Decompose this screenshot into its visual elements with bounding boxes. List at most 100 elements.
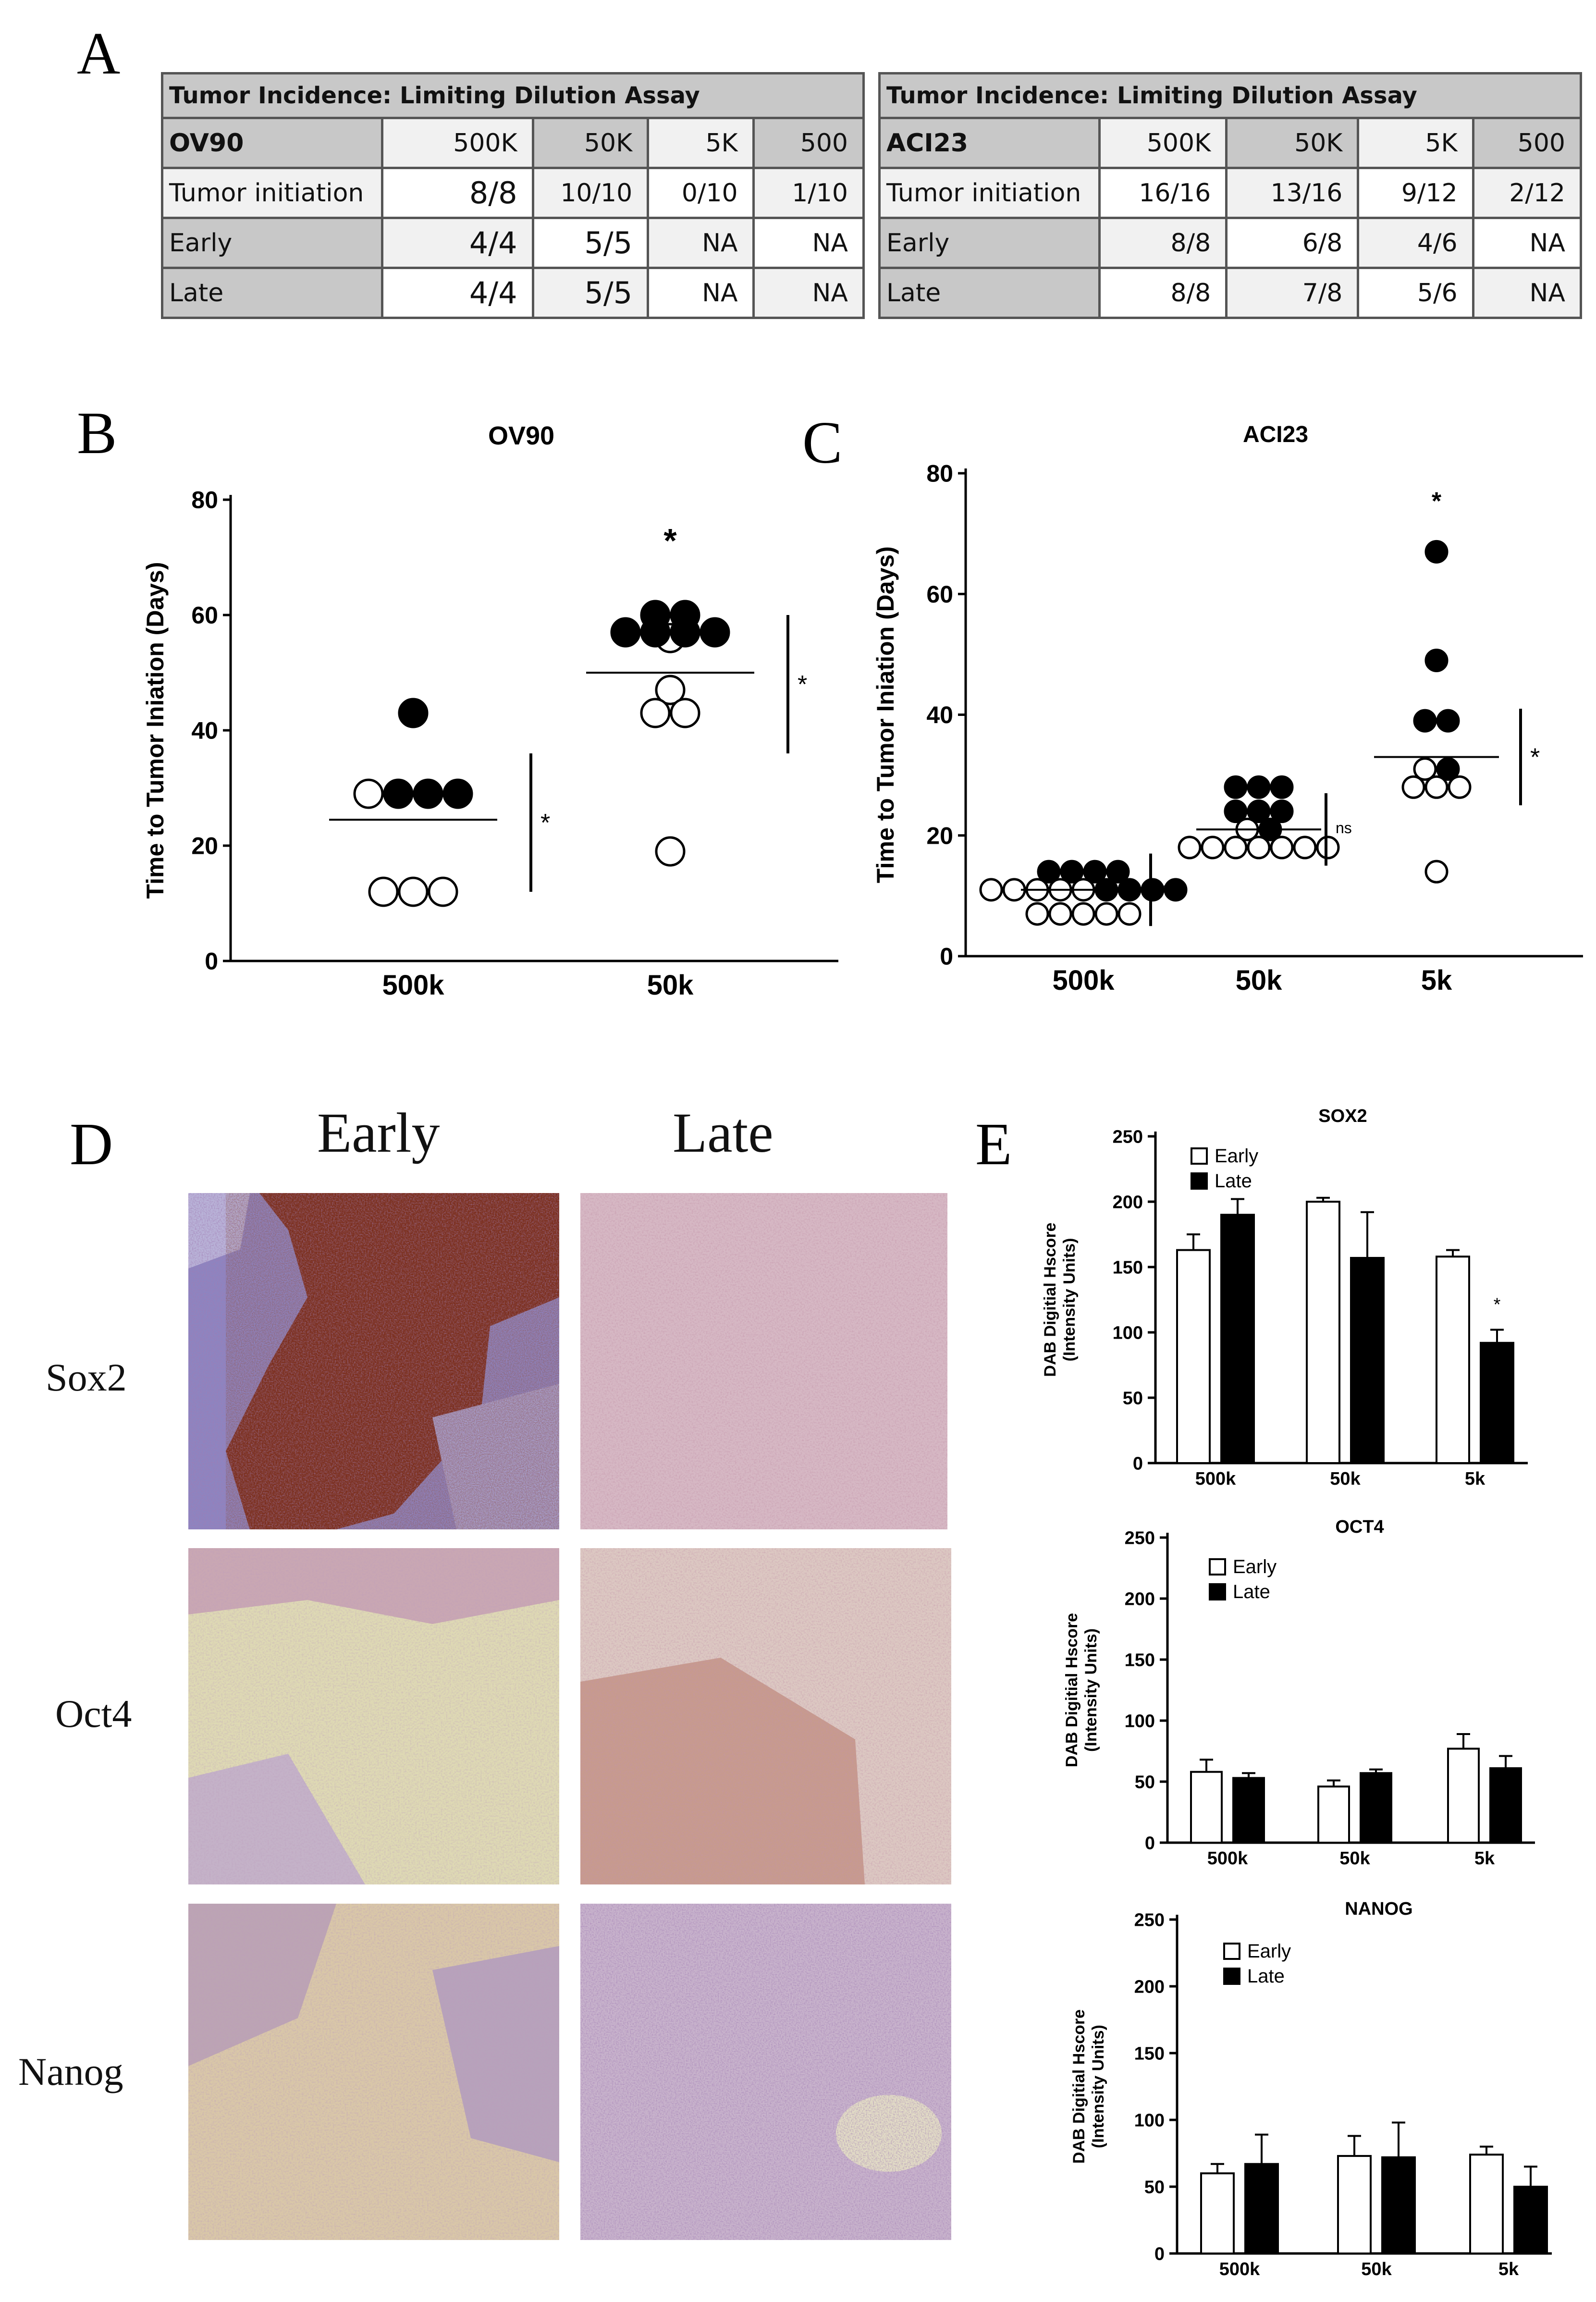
chart-4-axes: 0 50 100 150 200 250 NANOG DAB Digitial Hscore(… [1070,1899,1552,2279]
panel-letter-a: A [77,21,121,87]
data-point-filled [1060,860,1084,884]
bar-early [1436,1256,1470,1464]
data-point-open [655,836,686,867]
table-title: Tumor Incidence: Limiting Dilution Assay [161,72,865,119]
y-tick-label: 0 [1145,1833,1155,1853]
data-point-filled [1436,757,1460,781]
column-header: 500K [381,117,534,169]
y-tick-label: 60 [191,602,218,629]
data-point-open [1201,836,1225,860]
cell-line-label: ACI23 [878,117,1101,169]
data-point-open [368,876,399,907]
data-point-open [353,778,384,809]
y-tick-label: 250 [1125,1528,1155,1548]
bar-late [1220,1214,1255,1464]
column-header: 50K [1225,117,1360,169]
ov90-incidence-table: Tumor Incidence: Limiting Dilution Assay… [161,72,865,319]
bar-early [1447,1748,1480,1844]
column-header: 50K [531,117,650,169]
cell-line-label: OV90 [161,117,383,169]
data-point-filled [670,617,700,648]
data-point-filled [442,778,473,809]
bar-early [1176,1249,1211,1464]
data-point-open [1316,836,1340,860]
y-axis-label: DAB Digitial Hscore(Intensity Units) [1070,2009,1107,2164]
legend-swatch [1209,1558,1226,1576]
y-axis-label-line: (Intensity Units) [1060,1238,1079,1362]
data-point-filled [1247,800,1271,823]
data-point-open [1401,775,1425,799]
y-axis-label: Time to Tumor Iniation (Days) [872,546,899,883]
x-tick-label: 50k [647,970,694,1001]
data-point-filled [1424,540,1449,564]
significance-label: * [540,809,550,837]
bar-early [1190,1771,1223,1844]
y-tick-label: 100 [1113,1323,1143,1343]
column-header: 500 [1472,117,1583,169]
bar-early [1469,2154,1504,2254]
y-tick-label: 100 [1125,1711,1155,1731]
data-point-filled [1270,775,1294,799]
table-cell: 8/8 [381,167,534,219]
data-point-filled [700,617,730,648]
data-point-filled [398,698,429,728]
y-axis-label-line: DAB Digitial Hscore [1070,2009,1088,2164]
panel-letter-b: B [77,400,117,467]
bar-early [1200,2172,1235,2255]
table-cell: 10/10 [531,167,650,219]
x-tick-label: 50k [1361,2259,1392,2279]
data-point-open [1025,902,1049,926]
x-tick-label: 500k [1219,2259,1260,2279]
table-cell: 5/5 [531,217,650,269]
x-tick-label: 500k [1052,965,1115,996]
significance-label: ns [1160,880,1177,897]
data-point-open [640,698,671,728]
table-cell: NA [1472,217,1583,269]
ihc-column-label-early: Early [317,1101,440,1164]
data-point-open [1293,836,1317,860]
bar-late [1381,2156,1416,2254]
row-label: Late [161,267,383,319]
bar-late [1232,1777,1265,1844]
data-point-filled [1164,878,1188,902]
ihc-row-label-nanog: Nanog [18,2050,123,2093]
legend-label: Early [1233,1556,1277,1577]
significance-label: ns [1336,819,1352,837]
y-axis-label-line: (Intensity Units) [1089,2025,1107,2148]
y-tick-label: 50 [1135,1772,1155,1792]
y-axis-label: DAB Digitial Hscore(Intensity Units) [1063,1613,1100,1767]
row-label: Early [161,217,383,269]
row-label: Early [878,217,1101,269]
data-point-open [979,878,1003,902]
chart-title: OV90 [488,421,554,450]
x-tick-label: 5k [1421,965,1452,996]
row-label: Tumor initiation [878,167,1101,219]
legend-swatch [1191,1147,1208,1165]
chart-3-axes: 0 50 100 150 200 250 OCT4 DAB Digitial Hscore(I… [1063,1517,1535,1869]
y-tick-label: 0 [1154,2244,1165,2264]
table-cell: 9/12 [1357,167,1474,219]
chart-1-axes: 0 20 40 60 80 ACI23 Time to Tumor Iniation (Da… [872,422,1583,996]
y-tick-label: 0 [940,943,953,970]
legend-label: Late [1233,1581,1270,1602]
significance-label: * [1494,1295,1501,1315]
significance-label: * [1530,743,1540,771]
y-tick-label: 20 [926,822,953,849]
table-cell: 8/8 [1098,217,1228,269]
data-point-filled [610,617,641,648]
ihc-row-label-sox2: Sox2 [46,1355,127,1399]
y-tick-label: 250 [1113,1127,1143,1147]
column-header: 5K [1357,117,1474,169]
y-tick-label: 40 [191,717,218,744]
table-cell: 6/8 [1225,217,1360,269]
x-tick-label: 5k [1498,2259,1519,2279]
x-tick-label: 5k [1465,1469,1486,1489]
significance-label: * [798,671,807,699]
data-point-open [1071,902,1095,926]
y-tick-label: 200 [1125,1589,1155,1609]
legend-label: Early [1247,1941,1291,1962]
x-tick-label: 50k [1339,1848,1370,1869]
y-axis-label-line: DAB Digitial Hscore [1041,1222,1059,1377]
legend-swatch [1223,1943,1240,1960]
